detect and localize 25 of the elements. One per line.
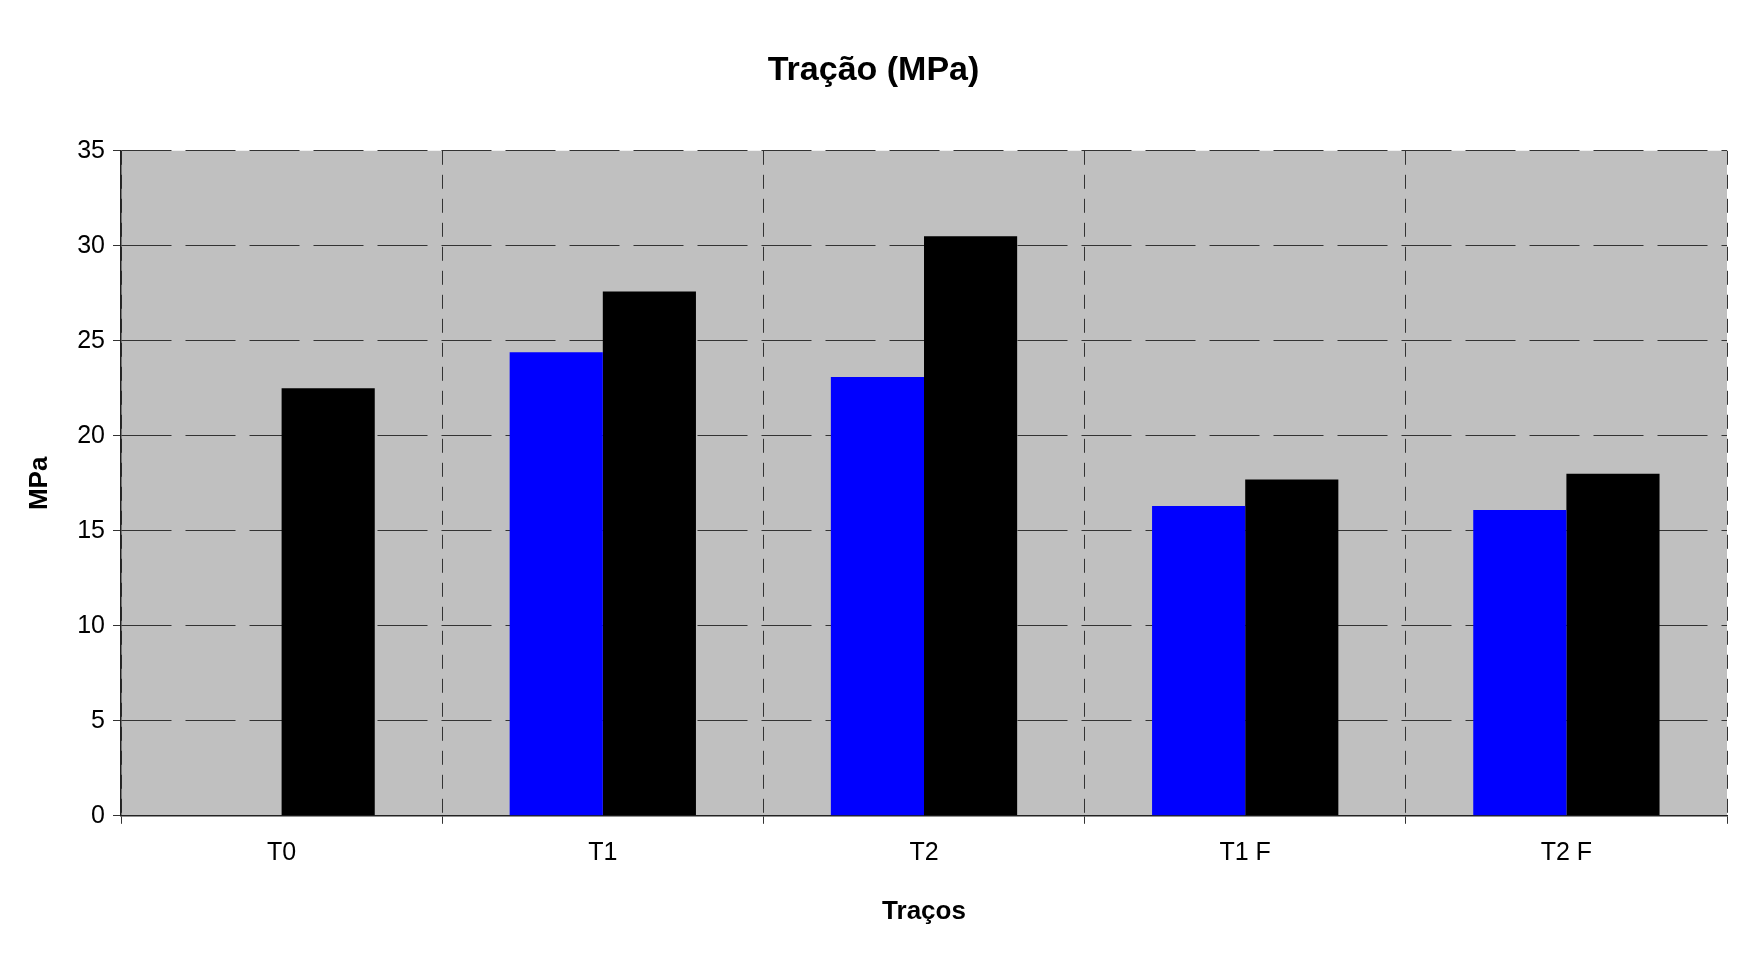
x-tick-label: T1 F <box>1219 836 1271 865</box>
bar <box>602 291 696 816</box>
y-axis-title: MPa <box>22 456 53 511</box>
bar <box>509 352 603 816</box>
x-tick-label: T2 <box>909 836 939 865</box>
y-tick-label: 15 <box>77 514 106 543</box>
bar <box>1473 509 1567 816</box>
x-axis-title: Traços <box>882 894 966 925</box>
bar <box>830 376 924 816</box>
y-tick-label: 0 <box>91 799 106 828</box>
y-tick-label: 30 <box>77 229 106 258</box>
bar <box>1566 473 1660 816</box>
y-tick-label: 5 <box>91 704 106 733</box>
x-tick-label: T1 <box>588 836 618 865</box>
bar <box>1152 506 1246 816</box>
bar <box>924 236 1018 816</box>
y-tick-label: 10 <box>77 609 106 638</box>
y-tick-label: 20 <box>77 419 106 448</box>
x-tick-label: T2 F <box>1540 836 1593 865</box>
y-tick-label: 25 <box>77 324 106 353</box>
chart-title: Tração (MPa) <box>767 48 980 87</box>
y-tick-label: 35 <box>77 134 106 163</box>
bar <box>281 388 375 816</box>
bar <box>1245 479 1339 816</box>
x-tick-label: T0 <box>267 836 297 865</box>
